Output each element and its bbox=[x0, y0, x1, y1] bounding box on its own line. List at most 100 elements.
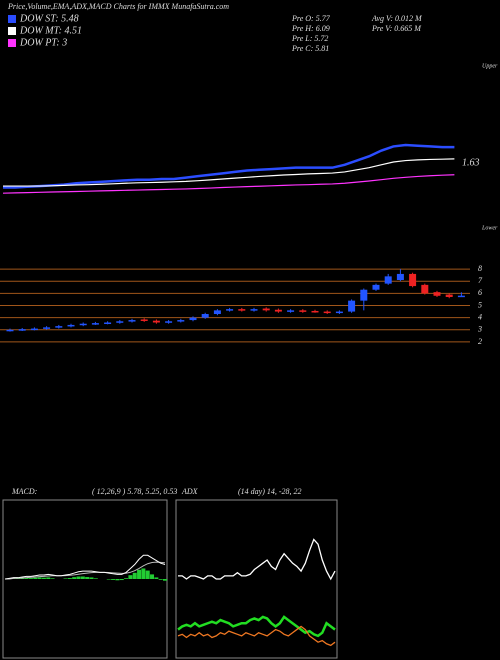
candle-body bbox=[323, 311, 331, 314]
histogram-bar bbox=[41, 577, 46, 579]
candle-body bbox=[116, 321, 124, 323]
y-tick-label: 4 bbox=[478, 312, 482, 321]
candle-body bbox=[250, 309, 258, 311]
histogram-bar bbox=[37, 577, 42, 579]
histogram-bar bbox=[111, 579, 116, 580]
histogram-bar bbox=[119, 579, 124, 581]
annotation: Lower bbox=[481, 225, 498, 231]
candle-body bbox=[213, 310, 221, 314]
macd-subtitle: ( 12,26,9 ) 5.78, 5.25, 0.53 bbox=[92, 487, 177, 496]
line bbox=[177, 615, 336, 638]
y-tick-label: 8 bbox=[478, 264, 482, 273]
stat-label: Pre H: 6.09 bbox=[291, 24, 330, 33]
histogram-bar bbox=[124, 578, 129, 579]
histogram-bar bbox=[137, 569, 142, 579]
chart-title: Price,Volume,EMA,ADX,MACD Charts for IMM… bbox=[7, 2, 229, 11]
candle-body bbox=[262, 308, 270, 311]
stat-label: Pre V: 0.665 M bbox=[371, 24, 422, 33]
candle-body bbox=[421, 284, 429, 294]
candle-body bbox=[299, 310, 307, 312]
legend-label: DOW PT: 3 bbox=[19, 37, 67, 48]
legend-swatch bbox=[8, 15, 16, 23]
candle-body bbox=[226, 309, 234, 311]
candle-body bbox=[6, 329, 14, 332]
candle-body bbox=[348, 300, 356, 312]
adx-panel bbox=[175, 499, 338, 659]
histogram-bar bbox=[20, 578, 25, 579]
adx-subtitle: (14 day) 14, -28, 22 bbox=[238, 487, 302, 496]
candle-body bbox=[311, 310, 319, 313]
line bbox=[2, 174, 455, 194]
candle-body bbox=[384, 276, 392, 284]
legend-swatch bbox=[8, 39, 16, 47]
line bbox=[5, 561, 166, 580]
histogram-bar bbox=[89, 577, 94, 579]
stat-label: Pre L: 5.72 bbox=[291, 34, 328, 43]
candle-body bbox=[128, 320, 136, 322]
candle-body bbox=[201, 314, 209, 318]
histogram-bar bbox=[141, 568, 146, 579]
histogram-bar bbox=[158, 579, 163, 580]
histogram-bar bbox=[28, 578, 33, 579]
candle-body bbox=[287, 310, 295, 312]
candle-body bbox=[274, 309, 282, 312]
line bbox=[177, 625, 336, 647]
candle-body bbox=[104, 322, 112, 324]
histogram-bar bbox=[33, 577, 38, 579]
histogram-bar bbox=[72, 577, 77, 579]
line bbox=[4, 554, 166, 580]
legend-label: DOW ST: 5.48 bbox=[19, 13, 79, 24]
line bbox=[3, 143, 455, 189]
candle-body bbox=[91, 323, 99, 325]
y-tick-label: 5 bbox=[478, 300, 482, 309]
line bbox=[178, 538, 336, 581]
histogram-bar bbox=[150, 574, 155, 579]
adx-title: ADX bbox=[181, 487, 199, 496]
candle-body bbox=[30, 328, 38, 331]
annotation: Upper bbox=[482, 63, 498, 69]
histogram-bar bbox=[106, 579, 111, 580]
candle-body bbox=[433, 292, 441, 296]
candle-body bbox=[165, 321, 173, 323]
candle-body bbox=[177, 320, 185, 322]
histogram-bar bbox=[85, 577, 90, 579]
candle-body bbox=[18, 329, 26, 331]
candle-body bbox=[396, 273, 404, 280]
histogram-bar bbox=[67, 578, 72, 579]
candle-body bbox=[55, 326, 63, 328]
stat-label: Pre O: 5.77 bbox=[291, 14, 331, 23]
legend-label: DOW MT: 4.51 bbox=[19, 25, 82, 36]
candle-body bbox=[79, 323, 87, 326]
candle-body bbox=[238, 309, 246, 311]
histogram-bar bbox=[115, 579, 120, 581]
candle-body bbox=[43, 327, 51, 329]
candle-body bbox=[140, 319, 148, 321]
stat-label: Pre C: 5.81 bbox=[291, 44, 329, 53]
histogram-bar bbox=[80, 576, 85, 579]
candle-body bbox=[372, 284, 380, 290]
candle-body bbox=[360, 289, 368, 301]
y-tick-label: 7 bbox=[478, 276, 483, 285]
histogram-bar bbox=[46, 577, 51, 579]
histogram-bar bbox=[24, 577, 29, 579]
histogram-bar bbox=[145, 570, 150, 579]
histogram-bar bbox=[163, 579, 167, 581]
histogram-bar bbox=[50, 578, 55, 579]
y-tick-label: 6 bbox=[478, 288, 482, 297]
histogram-bar bbox=[154, 577, 159, 579]
line bbox=[3, 158, 455, 187]
y-tick-label: 3 bbox=[477, 325, 482, 334]
macd-title: MACD: bbox=[11, 487, 38, 496]
legend-swatch bbox=[8, 27, 16, 35]
histogram-bar bbox=[63, 578, 68, 579]
y-tick-label: 2 bbox=[478, 337, 482, 346]
annotation: 1.63 bbox=[462, 157, 480, 168]
candle-body bbox=[189, 317, 197, 321]
histogram-bar bbox=[128, 575, 133, 579]
histogram-bar bbox=[15, 578, 20, 579]
candle-body bbox=[409, 273, 417, 287]
histogram-bar bbox=[132, 572, 137, 579]
candle-body bbox=[457, 295, 465, 298]
stat-label: Avg V: 0.012 M bbox=[371, 14, 423, 23]
